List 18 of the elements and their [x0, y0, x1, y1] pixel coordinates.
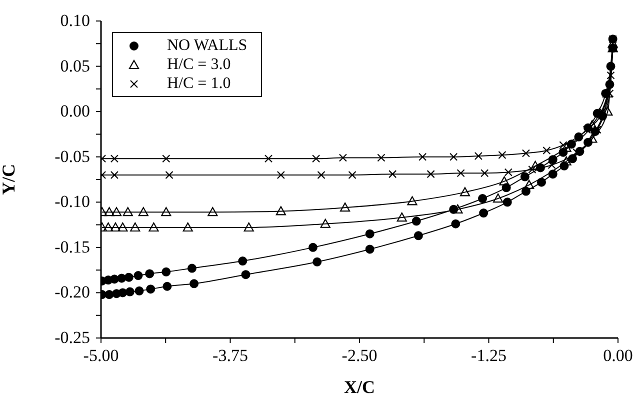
x-axis-title: X/C [344, 377, 375, 397]
x-tick-label: -3.75 [212, 346, 248, 365]
legend-label: H/C = 1.0 [167, 74, 231, 92]
y-tick-label: 0.10 [60, 11, 90, 30]
x-tick-label: -1.25 [471, 346, 506, 365]
x-tick-label: 0.00 [603, 346, 633, 365]
legend-label: H/C = 3.0 [167, 56, 231, 74]
legend-label: NO WALLS [167, 36, 248, 54]
x-tick-label: -5.00 [83, 346, 119, 365]
y-tick-label: 0.05 [60, 56, 90, 76]
x-tick-label: -2.50 [342, 346, 378, 365]
y-axis-title: Y/C [0, 164, 18, 195]
y-tick-label: -0.10 [54, 192, 90, 212]
y-tick-label: -0.15 [54, 237, 90, 256]
y-tick-label: -0.20 [54, 282, 90, 302]
y-tick-label: -0.25 [54, 328, 90, 347]
y-tick-label: -0.05 [54, 146, 90, 166]
y-tick-label: 0.00 [60, 102, 90, 121]
